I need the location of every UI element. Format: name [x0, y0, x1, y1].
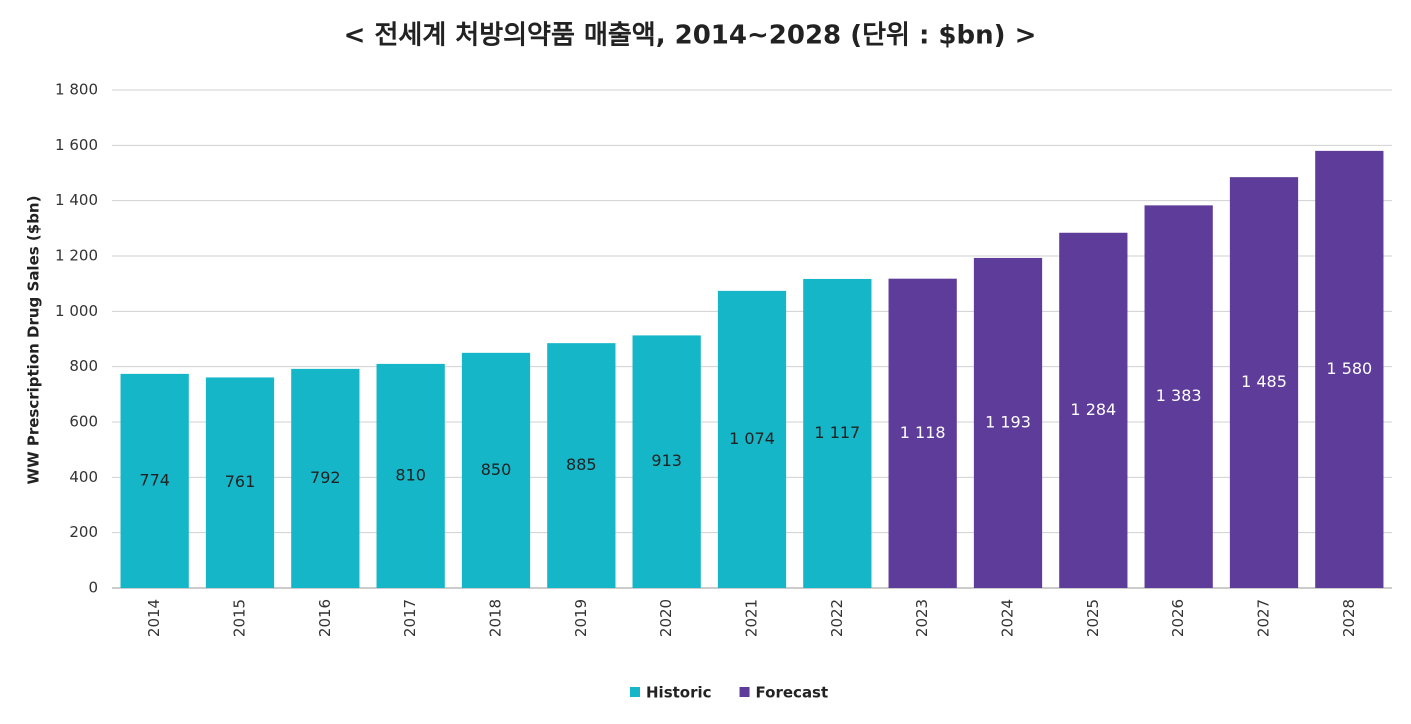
value-label: 1 485	[1241, 372, 1287, 391]
bar	[547, 343, 616, 588]
y-tick-label: 800	[69, 357, 98, 375]
bar	[291, 368, 360, 588]
value-label: 1 284	[1070, 400, 1116, 419]
y-tick-label: 200	[69, 523, 98, 541]
value-label: 1 193	[985, 412, 1031, 431]
x-tick-label: 2019	[572, 599, 590, 637]
value-label: 1 580	[1326, 359, 1372, 378]
bar	[632, 335, 701, 588]
x-tick-label: 2018	[487, 599, 505, 637]
value-label: 850	[481, 460, 512, 479]
x-tick-label: 2026	[1169, 599, 1187, 637]
y-tick-label: 400	[69, 468, 98, 486]
bar	[888, 278, 957, 588]
bar	[461, 352, 531, 588]
bar	[376, 363, 445, 588]
value-label: 885	[566, 455, 597, 474]
bar	[1315, 150, 1384, 588]
x-tick-label: 2022	[828, 599, 846, 637]
bar	[803, 278, 872, 588]
y-tick-label: 600	[69, 413, 98, 431]
bar	[1059, 232, 1128, 588]
bar	[120, 373, 189, 588]
bar	[973, 257, 1043, 588]
x-tick-label: 2027	[1255, 599, 1273, 637]
y-tick-label: 1 800	[55, 81, 98, 99]
legend-label: Historic	[646, 684, 712, 702]
bar	[205, 377, 275, 588]
x-tick-label: 2017	[401, 599, 419, 637]
legend-swatch	[739, 687, 750, 697]
x-tick-label: 2023	[913, 599, 931, 637]
y-tick-label: 1 000	[55, 302, 98, 320]
value-label: 1 383	[1156, 386, 1202, 405]
y-axis-label: WW Prescription Drug Sales ($bn)	[25, 196, 43, 485]
x-tick-label: 2020	[657, 599, 675, 637]
chart-title: < 전세계 처방의약품 매출액, 2014~2028 (단위 : $bn) >	[344, 21, 1037, 51]
y-tick-label: 1 200	[55, 247, 98, 265]
x-tick-label: 2016	[316, 599, 334, 637]
value-label: 792	[310, 468, 341, 487]
x-tick-label: 2014	[145, 599, 163, 637]
x-tick-label: 2025	[1084, 599, 1102, 637]
y-tick-label: 1 400	[55, 191, 98, 209]
bar	[1229, 177, 1299, 588]
x-tick-label: 2024	[999, 599, 1017, 637]
bar	[1144, 205, 1213, 588]
y-tick-label: 0	[88, 579, 98, 597]
value-label: 1 117	[814, 423, 860, 442]
value-label: 774	[139, 470, 170, 489]
value-label: 761	[225, 472, 256, 491]
x-tick-label: 2028	[1340, 599, 1358, 637]
y-tick-label: 1 600	[55, 136, 98, 154]
value-label: 1 074	[729, 429, 775, 448]
x-tick-label: 2015	[231, 599, 249, 637]
legend-swatch	[630, 687, 640, 697]
legend-label: Forecast	[756, 684, 829, 702]
bar	[717, 290, 787, 588]
value-label: 1 118	[900, 423, 946, 442]
x-tick-label: 2021	[743, 599, 761, 637]
value-label: 913	[651, 451, 682, 470]
value-label: 810	[395, 465, 426, 484]
